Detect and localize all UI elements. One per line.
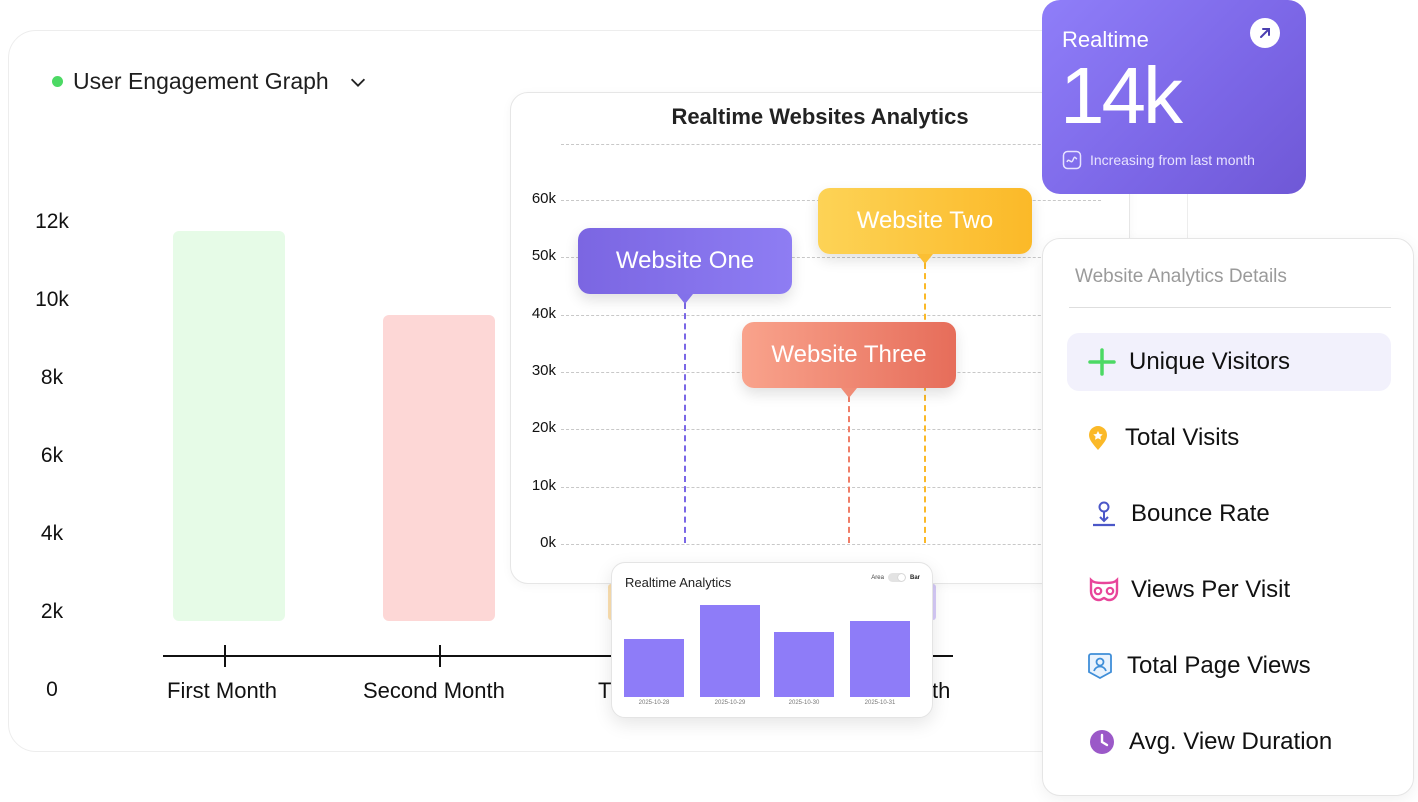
analytics-details-card: Website Analytics Details Unique Visitor… [1042, 238, 1414, 796]
grid-line [561, 257, 1101, 258]
bar-second-month [383, 315, 495, 621]
y-tick: 0k [540, 534, 556, 551]
realtime-label: Realtime [1062, 27, 1149, 52]
details-item-label: Total Visits [1125, 424, 1240, 451]
websites-chart-title: Realtime Websites Analytics [671, 104, 969, 129]
website-one-line [684, 303, 686, 543]
grid-line [561, 429, 1101, 430]
website-three-line [848, 396, 850, 543]
details-item-unique-visitors[interactable]: Unique Visitors [1067, 333, 1391, 391]
user-badge-icon [1083, 649, 1117, 683]
engagement-title: User Engagement Graph [73, 68, 329, 94]
y-tick: 0 [46, 678, 58, 701]
tooltip-pointer [677, 294, 693, 304]
toggle-bar-label: Bar [909, 574, 920, 581]
details-item-views-per-visit[interactable]: Views Per Visit [1067, 561, 1391, 619]
bar-date-label: 2025-10-31 [864, 700, 896, 706]
y-tick: 30k [531, 362, 556, 379]
trend-icon [1062, 150, 1082, 170]
x-axis [163, 655, 953, 657]
realtime-subtitle: Increasing from last month [1090, 152, 1255, 168]
y-tick: 10k [35, 288, 69, 311]
details-item-total-page-views[interactable]: Total Page Views [1067, 637, 1391, 695]
open-realtime-button[interactable] [1250, 18, 1280, 48]
details-item-label: Views Per Visit [1131, 576, 1291, 603]
realtime-analytics-title: Realtime Analytics [625, 575, 732, 590]
details-item-label: Bounce Rate [1131, 500, 1270, 527]
details-item-avg-view-duration[interactable]: Avg. View Duration [1067, 713, 1391, 771]
toggle-area-label: Area [871, 574, 884, 581]
grid-line [561, 487, 1101, 488]
y-tick: 12k [35, 210, 69, 233]
realtime-bar [850, 621, 910, 697]
grid-line [561, 544, 1101, 545]
bar-date-label: 2025-10-29 [714, 700, 746, 706]
engagement-title-dropdown[interactable]: User Engagement Graph [52, 68, 369, 95]
area-bar-toggle[interactable]: Area Bar [871, 573, 920, 582]
realtime-subtitle-row: Increasing from last month [1062, 150, 1255, 170]
realtime-analytics-card: Realtime Analytics Area Bar 2025-10-28 2… [611, 562, 933, 718]
y-tick: 8k [40, 366, 64, 389]
realtime-value: 14k [1060, 51, 1183, 140]
bar-date-label: 2025-10-28 [638, 700, 670, 706]
x-axis-tick [439, 645, 441, 667]
y-tick: 60k [531, 190, 556, 207]
bar-date-label: 2025-10-30 [788, 700, 820, 706]
details-item-total-visits[interactable]: Total Visits [1067, 409, 1391, 467]
y-tick: 4k [40, 522, 64, 545]
y-tick: 50k [531, 247, 556, 264]
arrow-up-right-icon [1260, 28, 1270, 38]
x-label-first-month: First Month [167, 678, 278, 703]
website-two-tooltip[interactable]: Website Two [818, 188, 1032, 254]
x-label-fourth-month: th [932, 678, 951, 703]
grid-line [561, 315, 1101, 316]
details-item-bounce-rate[interactable]: Bounce Rate [1067, 485, 1391, 543]
details-item-label: Avg. View Duration [1129, 728, 1333, 755]
website-two-line [924, 263, 926, 543]
mask-icon [1087, 573, 1121, 607]
realtime-bar [700, 605, 760, 697]
tooltip-pointer [841, 388, 857, 398]
bar-first-month [173, 231, 285, 621]
y-tick: 40k [531, 305, 556, 322]
y-tick: 20k [531, 419, 556, 436]
plus-icon [1085, 345, 1119, 379]
website-three-tooltip[interactable]: Website Three [742, 322, 956, 388]
details-item-label: Unique Visitors [1129, 348, 1290, 375]
y-tick: 6k [40, 444, 64, 467]
website-one-tooltip[interactable]: Website One [578, 228, 792, 294]
chevron-down-icon [350, 78, 365, 87]
y-tick: 2k [40, 600, 64, 623]
x-axis-tick [224, 645, 226, 667]
divider [1069, 307, 1391, 308]
clock-icon [1085, 725, 1119, 759]
map-pin-icon [1081, 421, 1115, 455]
details-title: Website Analytics Details [1075, 266, 1287, 287]
realtime-stat-card: Realtime 14k Increasing from last month [1042, 0, 1306, 194]
x-label-third-month: T [598, 678, 612, 703]
grid-line [561, 144, 1101, 145]
bounce-icon [1087, 497, 1121, 531]
y-tick: 10k [531, 477, 556, 494]
toggle-switch[interactable] [887, 573, 906, 582]
tooltip-pointer [917, 254, 933, 264]
status-dot [52, 76, 63, 87]
x-label-second-month: Second Month [363, 678, 505, 703]
realtime-bar [624, 639, 684, 697]
details-item-label: Total Page Views [1127, 652, 1311, 679]
realtime-bar [774, 632, 834, 697]
